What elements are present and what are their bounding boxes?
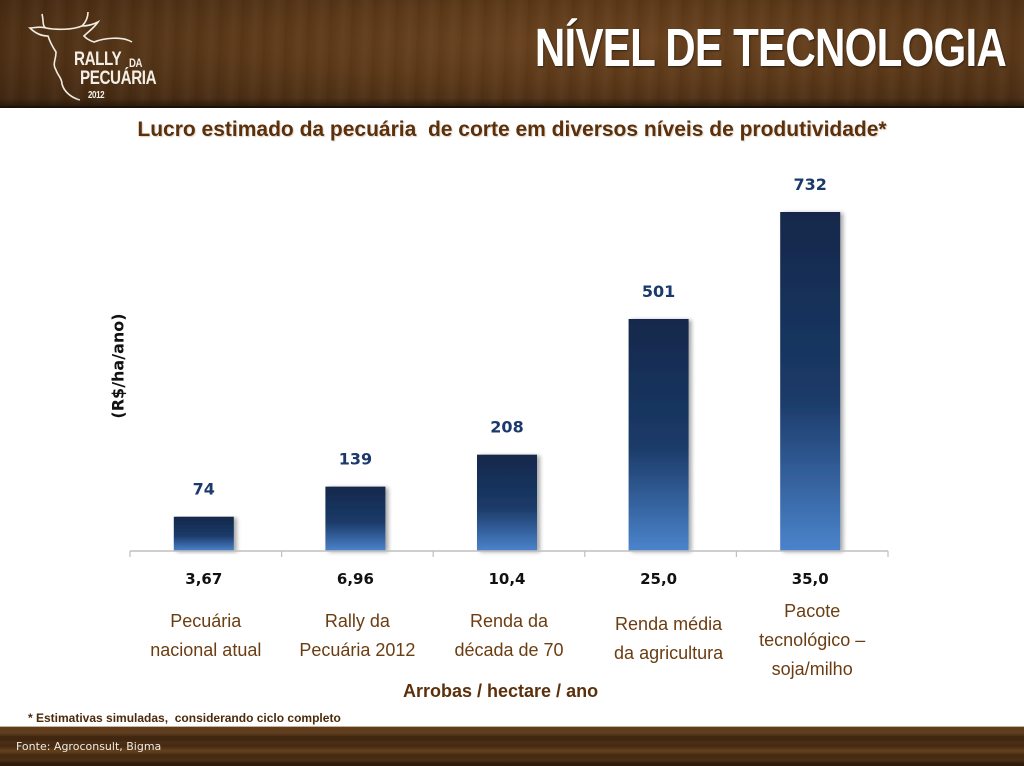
source-citation: Fonte: Agroconsult, Bigma (16, 740, 162, 753)
bar (173, 516, 234, 551)
chart-title: Lucro estimado da pecuária de corte em d… (137, 118, 887, 141)
category-description-line: Pecuária 2012 (299, 640, 415, 660)
logo-pecuaria-text: PECUÁRIA (80, 68, 157, 89)
bar (325, 486, 386, 551)
bar-value-label: 501 (642, 282, 675, 301)
category-description-line: Pecuária (170, 611, 242, 631)
labels-group: 74 3,67 Pecuária nacional atual 139 6,96 Rally… (150, 175, 865, 679)
x-tick-label: 35,0 (792, 570, 829, 588)
category-description-line: década de 70 (454, 640, 563, 660)
bull-head-outline-icon (28, 11, 133, 101)
footnote: * Estimativas simuladas, considerando ci… (28, 711, 341, 725)
category-description-line: da agricultura (614, 643, 724, 663)
category-description-line: Renda da (470, 611, 549, 631)
slide-title: NÍVEL DE TECNOLOGIA (534, 18, 1007, 78)
category-description-line: nacional atual (150, 640, 261, 660)
bar-value-label: 208 (490, 418, 523, 437)
y-axis-label: (R$/ha/ano) (108, 313, 128, 419)
bar (780, 212, 841, 551)
rally-da-pecuaria-logo: RALLY DA PECUÁRIA 2012 (22, 6, 172, 104)
bars-group (173, 212, 841, 551)
x-axis-label: Arrobas / hectare / ano (403, 681, 599, 701)
header-banner: RALLY DA PECUÁRIA 2012 NÍVEL DE TECNOLOG… (0, 0, 1024, 108)
x-tick-label: 6,96 (337, 570, 374, 588)
logo-da-text: DA (129, 56, 143, 70)
category-description-line: tecnológico – (759, 630, 865, 650)
x-tick-label: 3,67 (185, 570, 222, 588)
footer-banner (0, 726, 1024, 766)
logo-year-text: 2012 (88, 90, 105, 101)
category-description-line: Pacote (784, 601, 840, 621)
logo-rally-text: RALLY (74, 49, 122, 70)
bar-value-label: 74 (193, 480, 215, 499)
x-tick-label: 10,4 (488, 570, 525, 588)
category-description-line: Renda média (615, 614, 723, 634)
bar (628, 318, 689, 551)
category-description-line: Rally da (325, 611, 391, 631)
bar (477, 454, 537, 551)
category-description-line: soja/milho (772, 659, 853, 679)
x-tick-label: 25,0 (640, 570, 677, 588)
bar-value-label: 139 (339, 450, 372, 469)
x-axis (129, 550, 889, 557)
bar-value-label: 732 (793, 175, 826, 194)
